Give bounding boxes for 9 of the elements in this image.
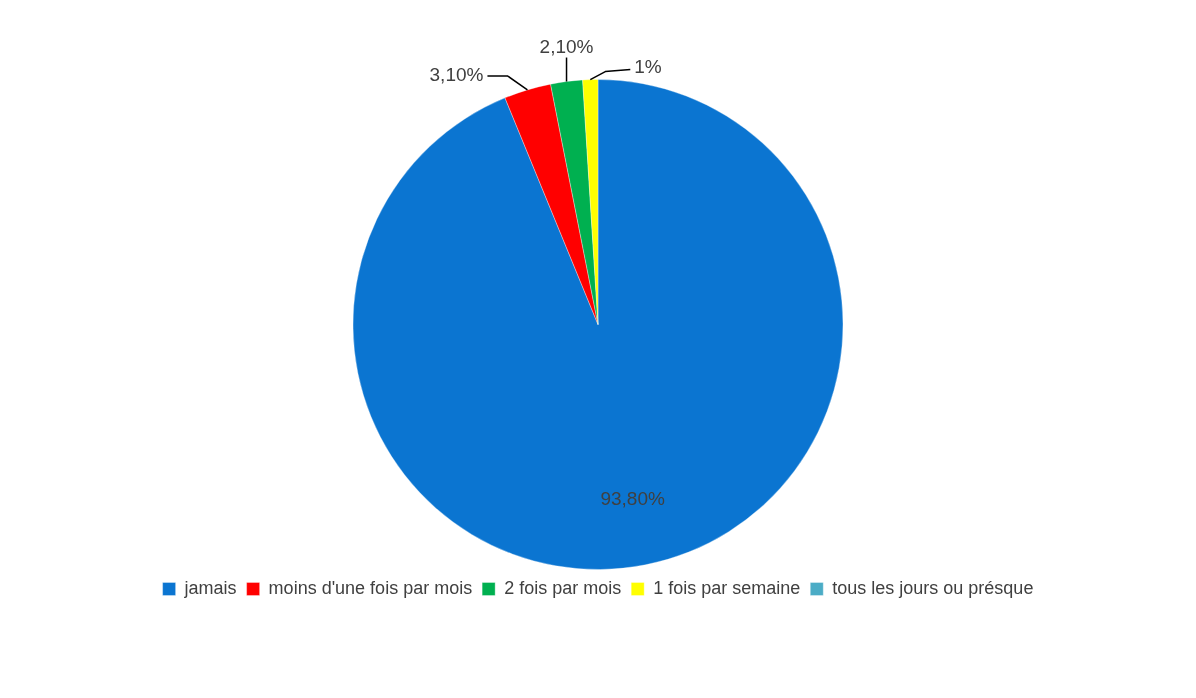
data-label: 3,10% xyxy=(429,64,484,86)
data-label: 2,10% xyxy=(539,35,594,57)
legend-label: tous les jours ou présque xyxy=(832,577,1034,598)
legend-label: 1 fois par semaine xyxy=(653,577,801,598)
data-label: 93,80% xyxy=(600,488,665,510)
legend-label: 2 fois par mois xyxy=(504,577,622,598)
data-label: 1% xyxy=(634,55,662,77)
legend-label: moins d'une fois par mois xyxy=(268,577,473,598)
legend-label: jamais xyxy=(183,577,237,598)
